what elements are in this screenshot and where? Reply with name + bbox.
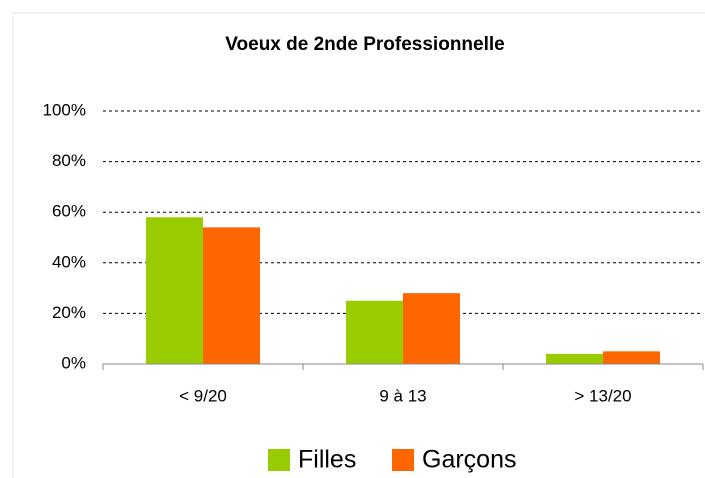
legend-swatch (268, 449, 290, 471)
x-tick-label: 9 à 13 (379, 386, 426, 405)
bar (603, 351, 660, 364)
chart-title: Voeux de 2nde Professionnelle (225, 34, 504, 55)
x-tick-label: > 13/20 (574, 386, 631, 405)
bar (146, 217, 203, 364)
y-tick-label: 0% (61, 353, 86, 372)
bar (346, 300, 403, 364)
legend-label: Filles (298, 446, 356, 474)
frame (12, 12, 705, 478)
legend-swatch (392, 449, 414, 471)
x-tick-label: < 9/20 (179, 386, 227, 405)
y-tick-label: 20% (52, 303, 86, 322)
y-tick-label: 60% (52, 202, 86, 221)
bar (546, 353, 603, 364)
y-tick-label: 80% (52, 151, 86, 170)
bar (203, 227, 260, 364)
y-tick-label: 100% (43, 100, 86, 119)
legend-label: Garçons (422, 446, 516, 474)
y-tick-label: 40% (52, 252, 86, 271)
bar (403, 293, 460, 364)
